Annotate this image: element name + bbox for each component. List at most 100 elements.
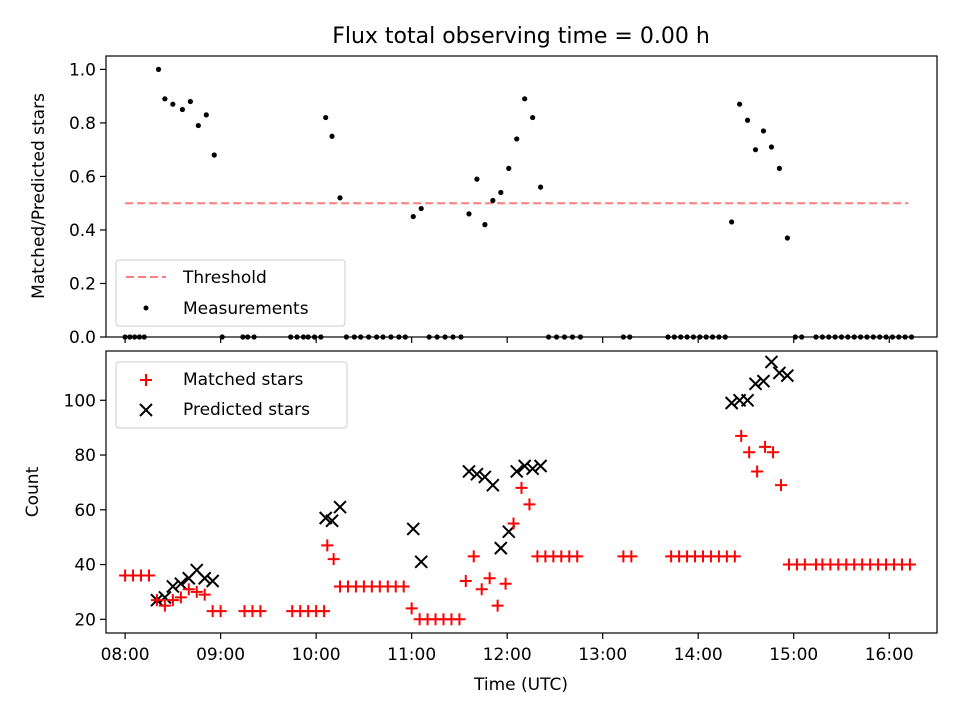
top-y-tick-label: 0.4 [69, 221, 96, 241]
measurement-point [752, 147, 759, 153]
matched-star-point [499, 577, 512, 590]
bottom-axes-frame [105, 350, 938, 634]
top-y-tick-label: 0.2 [69, 274, 96, 294]
predicted-star-point [197, 571, 212, 585]
measurement-point [522, 96, 528, 102]
measurement-point [203, 112, 209, 118]
predicted-star-point [174, 577, 188, 591]
chart-title: Flux total observing time = 0.00 h [332, 24, 710, 49]
predicted-star-point [517, 459, 532, 473]
predicted-star-point [764, 355, 779, 369]
matched-star-point [150, 594, 163, 607]
measurement-point [337, 195, 343, 201]
measurement-point [187, 98, 193, 105]
matched-star-point [166, 594, 179, 607]
matched-star-point [405, 602, 418, 615]
measurements-legend-swatch [143, 305, 149, 311]
matched-star-point [475, 583, 488, 596]
measurement-point [323, 114, 329, 121]
matched-star-point [214, 605, 227, 618]
matched-star-point [158, 599, 171, 612]
measurement-point [744, 117, 751, 123]
matched-star-point [174, 591, 187, 604]
measurement-point [538, 184, 544, 190]
measurement-point [162, 96, 168, 102]
predicted-star-point [748, 377, 763, 391]
matched-star-point [798, 558, 811, 571]
matched-star-point [483, 572, 496, 585]
bottom-y-axis-label: Count [23, 466, 43, 517]
measurement-point [329, 133, 335, 139]
top-legend: Threshold Measurements [115, 259, 346, 327]
top-y-axis: 0.0 0.2 0.4 0.6 0.8 1.0 [69, 60, 106, 348]
top-y-axis-label: Matched/Predicted stars [29, 93, 49, 299]
top-y-tick-label: 1.0 [69, 60, 96, 80]
bottom-y-tick-label: 100 [64, 391, 96, 411]
top-axes-frame [105, 55, 938, 338]
measurement-point [170, 101, 176, 107]
predicted-star-point [772, 366, 787, 380]
measurement-point [418, 205, 424, 212]
matched-star-point [142, 569, 155, 582]
measurement-point [482, 222, 488, 228]
matched-star-point [254, 605, 267, 618]
measurement-point [514, 136, 520, 142]
bottom-y-tick-label: 40 [74, 556, 96, 576]
bottom-panel: 20 40 60 80 100 08:00 09:00 10:00 11:00 12:00 13:… [23, 350, 938, 695]
measurement-point [195, 122, 201, 129]
predicted-star-point [414, 555, 428, 569]
matched-star-point [735, 429, 748, 442]
matched-star-point [190, 585, 203, 598]
bottom-x-tick-label: 10:00 [292, 645, 341, 665]
measurement-point [530, 114, 536, 121]
matched-star-point [397, 580, 410, 593]
bottom-x-tick-label: 15:00 [769, 645, 818, 665]
matched-star-point [182, 583, 195, 596]
measurement-point [179, 106, 186, 113]
matched-star-point [743, 446, 756, 459]
measurement-point [155, 66, 162, 72]
predicted-star-point [205, 574, 220, 588]
matched-star-point [318, 605, 331, 618]
predicted-star-point [740, 393, 755, 407]
measurement-point [729, 219, 735, 225]
top-y-tick-label: 0.8 [69, 114, 96, 134]
predicted-legend-label: Predicted stars [183, 400, 310, 420]
predicted-star-point [494, 541, 508, 555]
bottom-x-tick-label: 09:00 [196, 645, 245, 665]
top-x-axis [124, 337, 890, 343]
predicted-star-point [724, 396, 739, 410]
bottom-y-tick-label: 60 [74, 501, 96, 521]
predicted-star-point [470, 467, 484, 481]
matched-star-point [515, 481, 528, 494]
matched-star-point [625, 550, 638, 563]
predicted-star-point [325, 514, 339, 528]
matched-star-point [774, 479, 787, 492]
matched-star-point [751, 465, 764, 478]
measurement-point [211, 152, 217, 158]
predicted-star-point [533, 459, 548, 473]
measurement-point [490, 197, 496, 204]
bottom-x-tick-label: 12:00 [483, 645, 532, 665]
predicted-star-point [780, 368, 795, 383]
threshold-legend-label: Threshold [182, 268, 267, 288]
matched-legend-swatch [140, 374, 152, 386]
matched-star-point [507, 517, 520, 530]
top-panel: 0.0 0.2 0.4 0.6 0.8 1.0 Matched/Predicted sta… [29, 55, 938, 348]
measurements-legend-label: Measurements [183, 299, 309, 319]
measurement-point [784, 235, 790, 241]
measurement-point [474, 176, 480, 182]
measurement-point [736, 101, 743, 107]
top-legend-box [115, 259, 346, 327]
bottom-x-axis: 08:00 09:00 10:00 11:00 12:00 13:00 14:00 15:00… [101, 633, 914, 665]
predicted-star-point [510, 464, 524, 479]
bottom-y-tick-label: 20 [74, 610, 96, 630]
bottom-x-tick-label: 11:00 [387, 645, 436, 665]
matched-legend-label: Matched stars [183, 370, 303, 390]
predicted-star-point [525, 462, 540, 476]
predicted-star-point [166, 579, 180, 594]
bottom-x-tick-label: 08:00 [101, 645, 150, 665]
matched-star-point [767, 446, 780, 459]
measurement-point [498, 189, 504, 196]
